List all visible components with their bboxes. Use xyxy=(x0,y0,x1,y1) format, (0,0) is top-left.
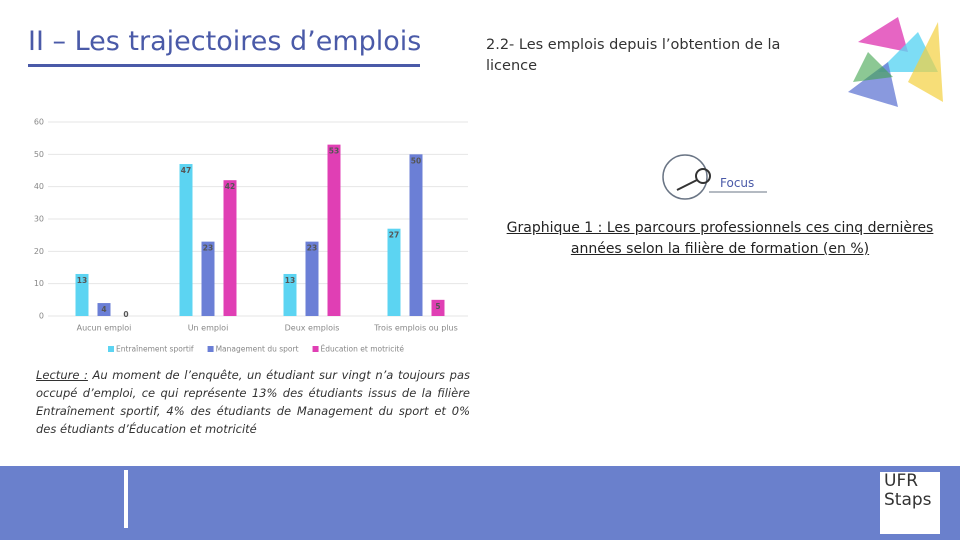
bar xyxy=(431,299,445,316)
data-label: 4 xyxy=(101,305,106,314)
bar xyxy=(201,241,215,316)
data-label: 53 xyxy=(329,147,339,156)
data-label: 23 xyxy=(203,244,213,253)
bar xyxy=(283,273,297,316)
bar xyxy=(387,228,401,316)
legend-label: Management du sport xyxy=(216,345,299,354)
logo: UFR Staps xyxy=(880,472,940,534)
legend-swatch xyxy=(108,346,114,352)
footer-rule xyxy=(124,470,128,528)
bar xyxy=(75,273,89,316)
data-label: 23 xyxy=(307,244,317,253)
legend-swatch xyxy=(207,346,214,352)
legend-label: Entraînement sportif xyxy=(116,345,194,354)
y-tick-label: 60 xyxy=(34,118,44,127)
data-label: 13 xyxy=(77,276,87,285)
bar xyxy=(223,180,237,316)
bar xyxy=(179,164,193,316)
x-tick-label: Deux emplois xyxy=(285,324,340,333)
data-label: 47 xyxy=(181,166,191,175)
y-tick-label: 40 xyxy=(34,182,44,191)
y-tick-label: 50 xyxy=(34,150,44,159)
lecture: Lecture : Au moment de l’enquête, un étu… xyxy=(36,366,470,438)
y-tick-label: 10 xyxy=(34,279,44,288)
bar xyxy=(327,144,341,316)
lecture-text: Au moment de l’enquête, un étudiant sur … xyxy=(36,368,470,436)
legend-swatch xyxy=(312,346,319,352)
footer-band xyxy=(0,466,960,540)
x-tick-label: Un emploi xyxy=(188,324,229,333)
y-tick-label: 20 xyxy=(34,247,44,256)
focus-label: Focus xyxy=(720,176,755,190)
data-label: 42 xyxy=(225,182,235,191)
subtitle: 2.2- Les emplois depuis l’obtention de l… xyxy=(486,37,781,74)
bar xyxy=(305,241,319,316)
legend-label: Éducation et motricité xyxy=(321,345,405,354)
data-label: 27 xyxy=(389,231,399,240)
data-label: 50 xyxy=(411,156,421,165)
bar xyxy=(409,154,423,316)
y-tick-label: 30 xyxy=(34,215,44,224)
lecture-label: Lecture : xyxy=(36,368,88,382)
x-tick-label: Aucun emploi xyxy=(77,324,132,333)
title-rule xyxy=(28,64,420,67)
decoration xyxy=(848,17,943,107)
bar xyxy=(97,303,111,316)
focus-icon xyxy=(662,154,767,200)
chart-caption: Graphique 1 : Les parcours professionnel… xyxy=(506,220,934,257)
data-label: 5 xyxy=(435,302,440,311)
data-label: 0 xyxy=(123,310,128,319)
data-label: 13 xyxy=(285,276,295,285)
y-tick-label: 0 xyxy=(39,312,44,321)
logo-line2: Staps xyxy=(884,490,932,510)
slide-title: II – Les trajectoires d’emplois xyxy=(28,26,422,57)
x-tick-label: Trois emplois ou plus xyxy=(373,324,458,333)
logo-line1: UFR xyxy=(884,471,919,491)
